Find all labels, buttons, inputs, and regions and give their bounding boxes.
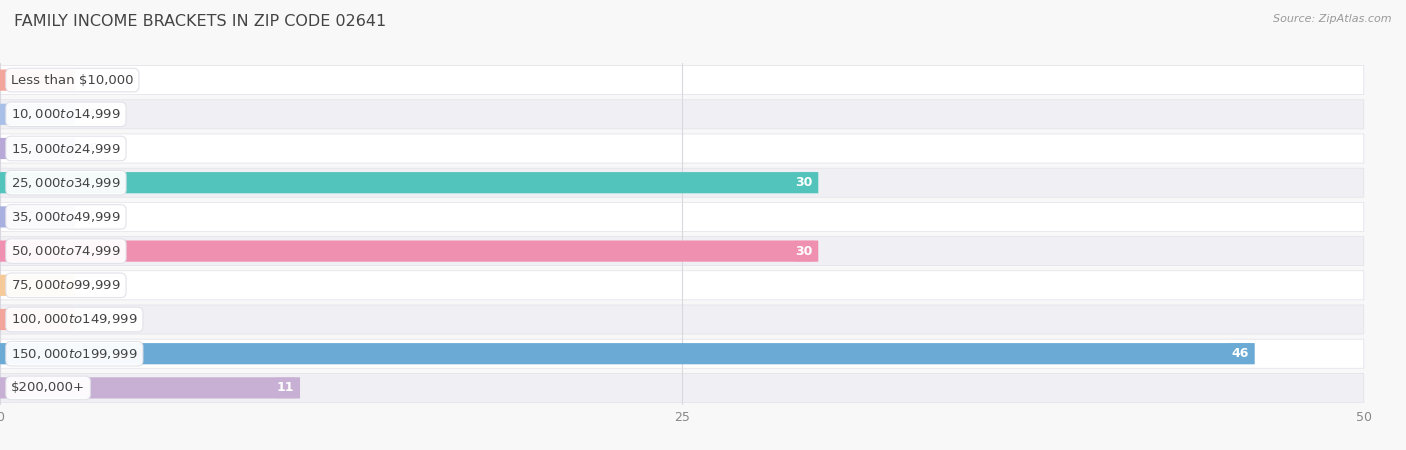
FancyBboxPatch shape <box>0 69 75 91</box>
Text: 30: 30 <box>796 176 813 189</box>
FancyBboxPatch shape <box>0 274 75 296</box>
Text: FAMILY INCOME BRACKETS IN ZIP CODE 02641: FAMILY INCOME BRACKETS IN ZIP CODE 02641 <box>14 14 387 28</box>
FancyBboxPatch shape <box>0 66 1364 94</box>
Text: $200,000+: $200,000+ <box>11 382 86 394</box>
FancyBboxPatch shape <box>0 100 1364 129</box>
FancyBboxPatch shape <box>0 240 818 262</box>
FancyBboxPatch shape <box>0 237 1364 266</box>
Text: 0: 0 <box>89 74 97 86</box>
FancyBboxPatch shape <box>0 271 1364 300</box>
Text: $50,000 to $74,999: $50,000 to $74,999 <box>11 244 121 258</box>
Text: $100,000 to $149,999: $100,000 to $149,999 <box>11 312 138 327</box>
Text: 0: 0 <box>89 211 97 223</box>
Text: 0: 0 <box>89 313 97 326</box>
Text: $15,000 to $24,999: $15,000 to $24,999 <box>11 141 121 156</box>
FancyBboxPatch shape <box>0 343 1254 364</box>
Text: $35,000 to $49,999: $35,000 to $49,999 <box>11 210 121 224</box>
FancyBboxPatch shape <box>0 305 1364 334</box>
Text: 46: 46 <box>1232 347 1249 360</box>
Text: 11: 11 <box>277 382 294 394</box>
FancyBboxPatch shape <box>0 104 75 125</box>
Text: 0: 0 <box>89 279 97 292</box>
FancyBboxPatch shape <box>0 309 75 330</box>
Text: $75,000 to $99,999: $75,000 to $99,999 <box>11 278 121 293</box>
Text: 0: 0 <box>89 142 97 155</box>
FancyBboxPatch shape <box>0 206 75 228</box>
Text: $10,000 to $14,999: $10,000 to $14,999 <box>11 107 121 122</box>
Text: $150,000 to $199,999: $150,000 to $199,999 <box>11 346 138 361</box>
FancyBboxPatch shape <box>0 134 1364 163</box>
Text: 0: 0 <box>89 108 97 121</box>
FancyBboxPatch shape <box>0 339 1364 368</box>
Text: Source: ZipAtlas.com: Source: ZipAtlas.com <box>1274 14 1392 23</box>
FancyBboxPatch shape <box>0 374 1364 402</box>
Text: 30: 30 <box>796 245 813 257</box>
Text: Less than $10,000: Less than $10,000 <box>11 74 134 86</box>
Text: $25,000 to $34,999: $25,000 to $34,999 <box>11 176 121 190</box>
FancyBboxPatch shape <box>0 377 299 399</box>
FancyBboxPatch shape <box>0 168 1364 197</box>
FancyBboxPatch shape <box>0 172 818 194</box>
FancyBboxPatch shape <box>0 138 75 159</box>
FancyBboxPatch shape <box>0 202 1364 231</box>
